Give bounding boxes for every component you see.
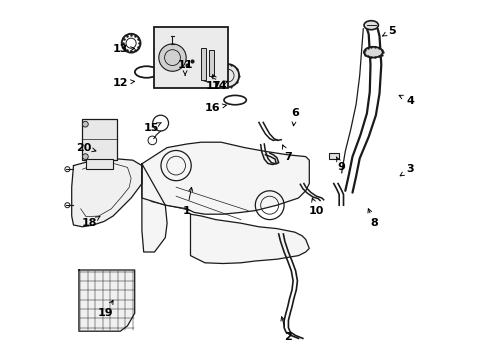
Text: 1: 1 [183, 187, 192, 216]
FancyBboxPatch shape [154, 27, 228, 88]
Polygon shape [72, 158, 142, 227]
Text: 6: 6 [290, 108, 298, 126]
Bar [82, 119, 117, 160]
Ellipse shape [363, 47, 382, 58]
Text: 11: 11 [177, 60, 192, 75]
Ellipse shape [363, 21, 378, 30]
Text: 4: 4 [398, 95, 413, 106]
Polygon shape [190, 214, 309, 264]
Text: 19: 19 [98, 300, 114, 318]
Text: 18: 18 [82, 216, 100, 228]
Text: 2: 2 [280, 317, 291, 342]
Polygon shape [79, 270, 134, 331]
Text: 16: 16 [204, 103, 226, 113]
Polygon shape [142, 142, 309, 214]
Bar [328, 153, 339, 159]
Text: 15: 15 [143, 122, 161, 133]
Text: 13: 13 [112, 44, 134, 54]
Text: 20: 20 [77, 143, 96, 153]
Circle shape [82, 154, 88, 159]
Text: 3: 3 [399, 164, 413, 176]
Text: 8: 8 [367, 209, 377, 228]
Bar [209, 50, 214, 76]
Text: 5: 5 [382, 26, 395, 36]
Bar [86, 159, 113, 169]
Circle shape [159, 44, 186, 71]
Text: 9: 9 [336, 157, 345, 172]
Text: 14: 14 [211, 75, 226, 91]
Text: 7: 7 [282, 145, 291, 162]
Text: 12: 12 [112, 78, 134, 88]
Circle shape [82, 121, 88, 127]
Bar [200, 48, 206, 80]
Polygon shape [142, 164, 167, 252]
Circle shape [216, 64, 239, 87]
Text: 17: 17 [206, 81, 227, 91]
Text: 10: 10 [308, 198, 324, 216]
